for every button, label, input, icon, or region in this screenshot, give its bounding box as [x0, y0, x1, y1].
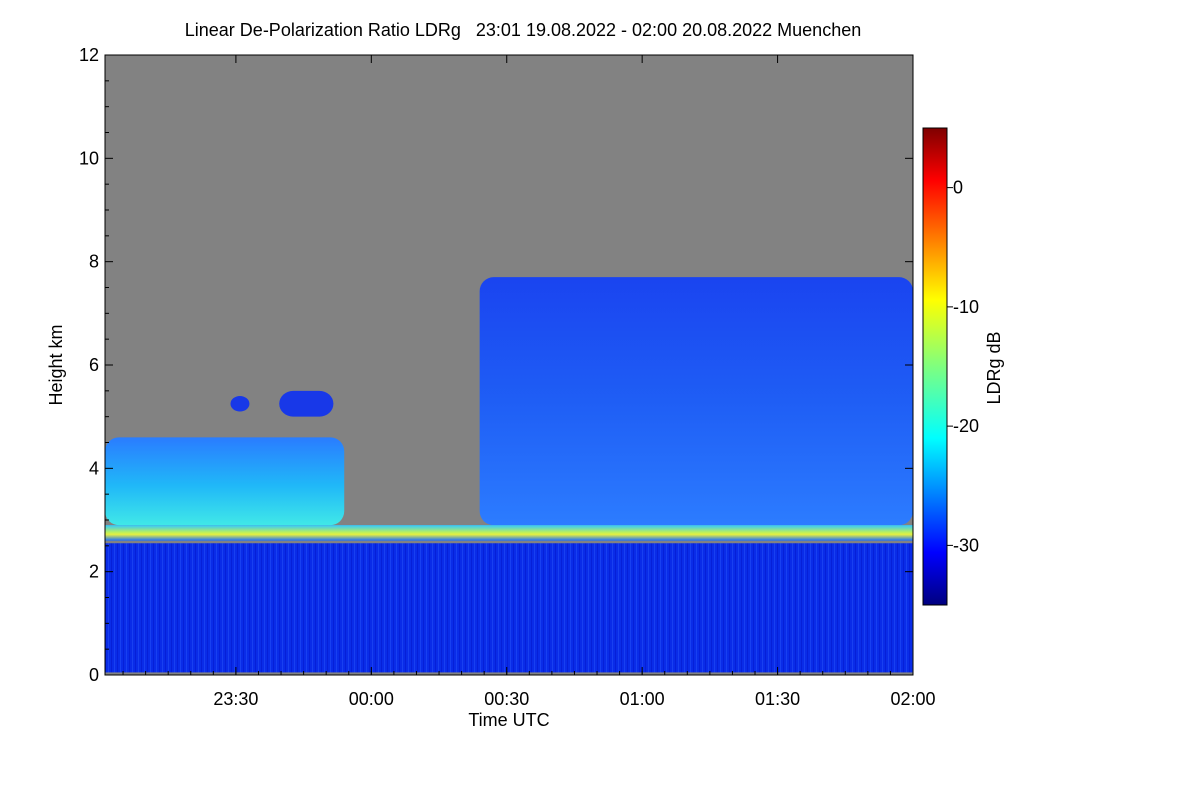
x-tick-label: 23:30: [213, 689, 258, 709]
y-tick-label: 4: [89, 458, 99, 478]
low-cloud-region: [105, 437, 345, 526]
y-tick-label: 6: [89, 355, 99, 375]
colorbar-tick-label: -30: [953, 535, 979, 555]
x-tick-label: 00:00: [349, 689, 394, 709]
y-axis: 0 2 4 6 8 10 12: [79, 45, 913, 685]
x-tick-label: 01:30: [755, 689, 800, 709]
isolated-patch-region: [230, 396, 250, 412]
melting-layer-region: [105, 525, 913, 541]
y-tick-label: 2: [89, 562, 99, 582]
x-axis-label: Time UTC: [468, 710, 549, 730]
colorbar-tick-label: -20: [953, 416, 979, 436]
x-tick-label: 00:30: [484, 689, 529, 709]
colorbar-label: LDRg dB: [984, 331, 1004, 404]
isolated-patch-region: [279, 390, 334, 417]
boundary-layer-region: [105, 543, 913, 673]
y-tick-label: 0: [89, 665, 99, 685]
x-axis: 23:30 00:00 00:30 01:00 01:30 02:00: [122, 55, 936, 709]
colorbar: [922, 127, 948, 606]
colorbar-tick-label: 0: [953, 178, 963, 198]
x-tick-label: 02:00: [890, 689, 935, 709]
y-tick-label: 8: [89, 252, 99, 272]
y-tick-label: 12: [79, 45, 99, 65]
chart-title: Linear De-Polarization Ratio LDRg 23:01 …: [184, 20, 862, 40]
y-axis-label: Height km: [46, 324, 66, 405]
x-tick-label: 01:00: [620, 689, 665, 709]
ldr-field: [105, 55, 913, 675]
y-tick-label: 10: [79, 148, 99, 168]
colorbar-tick-label: -10: [953, 297, 979, 317]
upper-cloud-region: [479, 277, 913, 526]
colorbar-axis: 0 -10 -20 -30: [947, 178, 979, 555]
